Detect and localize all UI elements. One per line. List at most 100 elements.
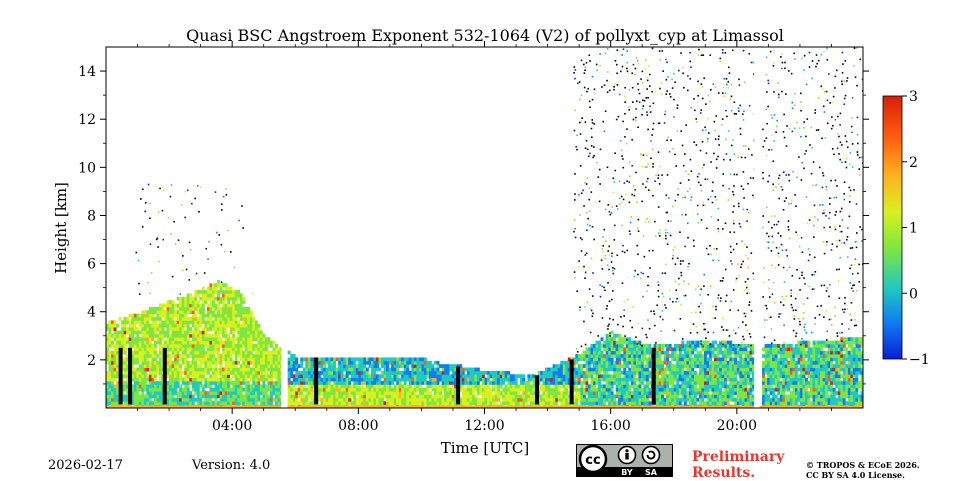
heatmap-cell bbox=[166, 384, 170, 389]
heatmap-cell bbox=[133, 397, 137, 402]
heatmap-cell bbox=[398, 387, 402, 392]
heatmap-cell bbox=[164, 343, 167, 348]
heatmap-cell bbox=[229, 337, 233, 342]
heatmap-cell bbox=[350, 364, 354, 368]
heatmap-cell bbox=[239, 306, 243, 311]
heatmap-cell bbox=[348, 357, 352, 362]
heatmap-cell bbox=[421, 370, 425, 375]
heatmap-cell bbox=[131, 340, 135, 345]
heatmap-cell bbox=[108, 397, 112, 402]
heatmap-cell bbox=[267, 377, 271, 382]
heatmap-cell bbox=[290, 367, 294, 372]
heatmap-cell bbox=[277, 401, 281, 406]
heatmap-cell bbox=[693, 347, 697, 352]
heatmap-cell bbox=[305, 397, 309, 402]
heatmap-cell bbox=[161, 306, 165, 311]
noise-pixel bbox=[597, 176, 600, 178]
noise-pixel bbox=[612, 318, 615, 321]
noise-pixel bbox=[573, 129, 576, 132]
heatmap-cell bbox=[479, 401, 483, 406]
heatmap-cell bbox=[234, 320, 238, 325]
heatmap-cell bbox=[454, 391, 458, 395]
heatmap-cell bbox=[143, 381, 147, 385]
heatmap-cell bbox=[206, 350, 210, 355]
heatmap-cell bbox=[292, 394, 296, 399]
heatmap-cell bbox=[320, 384, 324, 389]
heatmap-cell bbox=[381, 360, 384, 365]
heatmap-cell bbox=[257, 370, 261, 375]
heatmap-cell bbox=[610, 397, 614, 402]
heatmap-cell bbox=[181, 370, 185, 375]
heatmap-cell bbox=[620, 387, 624, 392]
heatmap-cell bbox=[360, 377, 364, 382]
heatmap-cell bbox=[131, 333, 135, 338]
heatmap-cell bbox=[691, 357, 695, 362]
heatmap-cell bbox=[143, 317, 147, 321]
heatmap-cell bbox=[441, 384, 445, 389]
heatmap-cell bbox=[191, 381, 195, 385]
heatmap-cell bbox=[418, 367, 422, 372]
heatmap-cell bbox=[244, 313, 248, 318]
heatmap-cell bbox=[237, 337, 241, 342]
heatmap-cell bbox=[418, 374, 422, 379]
noise-pixel bbox=[635, 108, 637, 110]
heatmap-cell bbox=[136, 343, 140, 348]
heatmap-cell bbox=[166, 394, 170, 399]
heatmap-cell bbox=[623, 367, 627, 372]
heatmap-cell bbox=[656, 394, 660, 399]
noise-pixel bbox=[687, 283, 690, 285]
heatmap-cell bbox=[126, 397, 130, 402]
noise-pixel bbox=[636, 227, 639, 230]
heatmap-cell bbox=[275, 364, 278, 368]
heatmap-cell bbox=[199, 391, 203, 395]
heatmap-cell bbox=[181, 296, 185, 301]
heatmap-cell bbox=[141, 330, 145, 335]
heatmap-cell bbox=[287, 387, 291, 392]
heatmap-cell bbox=[368, 364, 372, 368]
heatmap-cell bbox=[668, 401, 672, 406]
heatmap-cell bbox=[555, 370, 559, 375]
heatmap-cell bbox=[608, 360, 612, 365]
heatmap-cell bbox=[484, 397, 488, 402]
heatmap-cell bbox=[252, 391, 256, 395]
noise-pixel bbox=[652, 163, 654, 165]
noise-pixel bbox=[608, 300, 611, 303]
heatmap-cell bbox=[287, 374, 291, 379]
heatmap-cell bbox=[396, 384, 400, 389]
heatmap-cell bbox=[169, 357, 173, 362]
heatmap-cell bbox=[171, 337, 175, 342]
heatmap-cell bbox=[476, 377, 480, 382]
heatmap-cell bbox=[582, 370, 586, 375]
noise-pixel bbox=[666, 90, 668, 92]
heatmap-cell bbox=[360, 374, 364, 379]
heatmap-cell bbox=[398, 394, 402, 399]
heatmap-cell bbox=[146, 350, 150, 355]
heatmap-cell bbox=[254, 337, 258, 342]
heatmap-cell bbox=[666, 354, 670, 358]
heatmap-cell bbox=[504, 377, 508, 382]
heatmap-cell bbox=[345, 401, 349, 406]
noise-pixel bbox=[626, 70, 629, 73]
heatmap-cell bbox=[492, 370, 495, 375]
noise-pixel bbox=[637, 126, 639, 129]
heatmap-cell bbox=[146, 387, 150, 392]
heatmap-cell bbox=[277, 350, 281, 355]
noise-pixel bbox=[624, 136, 626, 138]
noise-pixel bbox=[708, 132, 710, 134]
heatmap-cell bbox=[643, 354, 647, 358]
heatmap-cell bbox=[643, 387, 647, 392]
heatmap-cell bbox=[224, 317, 228, 321]
heatmap-cell bbox=[179, 364, 183, 368]
heatmap-cell bbox=[623, 350, 627, 355]
heatmap-cell bbox=[658, 364, 662, 368]
heatmap-cell bbox=[360, 397, 364, 402]
heatmap-cell bbox=[199, 303, 203, 308]
heatmap-cell bbox=[691, 364, 695, 368]
noise-pixel bbox=[590, 127, 593, 130]
heatmap-cell bbox=[317, 370, 321, 375]
heatmap-cell bbox=[191, 401, 195, 406]
heatmap-cell bbox=[259, 364, 263, 368]
heatmap-cell bbox=[471, 384, 475, 389]
noise-pixel bbox=[657, 151, 660, 154]
heatmap-cell bbox=[423, 360, 427, 365]
